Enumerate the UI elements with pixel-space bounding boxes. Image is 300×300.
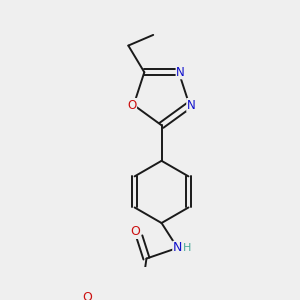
Text: O: O [130, 225, 140, 239]
Text: H: H [183, 243, 191, 253]
Text: O: O [83, 291, 93, 300]
Text: N: N [176, 66, 185, 79]
Text: N: N [173, 242, 182, 254]
Text: N: N [187, 98, 196, 112]
Text: O: O [127, 98, 136, 112]
